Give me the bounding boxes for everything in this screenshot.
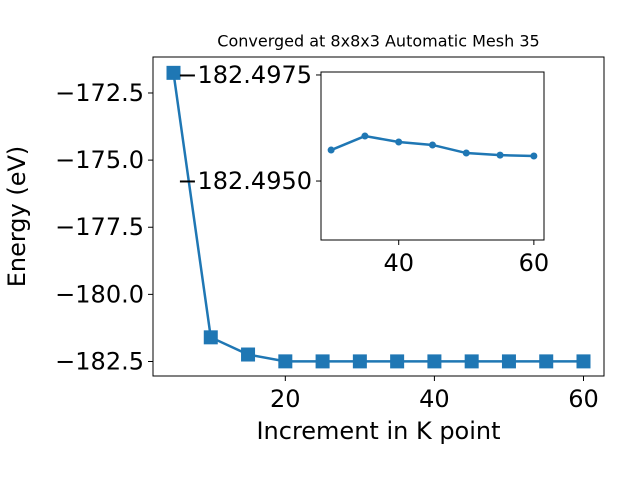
y-tick-label: −182.5 [55,348,144,376]
marker [576,354,591,369]
x-axis-label: Increment in K point [256,417,500,445]
chart-title: Converged at 8x8x3 Automatic Mesh 35 [217,32,539,51]
x-tick-label: 20 [270,385,301,413]
marker [327,146,335,154]
marker [278,354,293,369]
x-tick-label: 60 [519,249,550,277]
x-tick-label: 40 [419,385,450,413]
y-tick-label: −177.5 [55,213,144,241]
marker [501,354,516,369]
marker [462,149,470,157]
y-tick-label: −175.0 [55,146,144,174]
marker [464,354,479,369]
marker [530,152,538,160]
marker [203,330,218,345]
y-tick-label: −182.4975 [177,61,312,89]
marker [496,151,504,159]
marker [166,65,181,80]
marker [315,354,330,369]
y-tick-label: −180.0 [55,280,144,308]
plot-frame [320,71,545,241]
marker [390,354,405,369]
x-tick-label: 60 [568,385,599,413]
y-tick-label: −182.4950 [177,167,312,195]
marker [241,347,256,362]
marker [361,132,369,140]
marker [539,354,554,369]
plot-frame [152,56,605,377]
marker [395,138,403,146]
y-axis-label: Energy (eV) [3,146,31,288]
marker [427,354,442,369]
y-tick-label: −172.5 [55,79,144,107]
x-tick-label: 40 [383,249,414,277]
marker [429,141,436,149]
marker [352,354,367,369]
